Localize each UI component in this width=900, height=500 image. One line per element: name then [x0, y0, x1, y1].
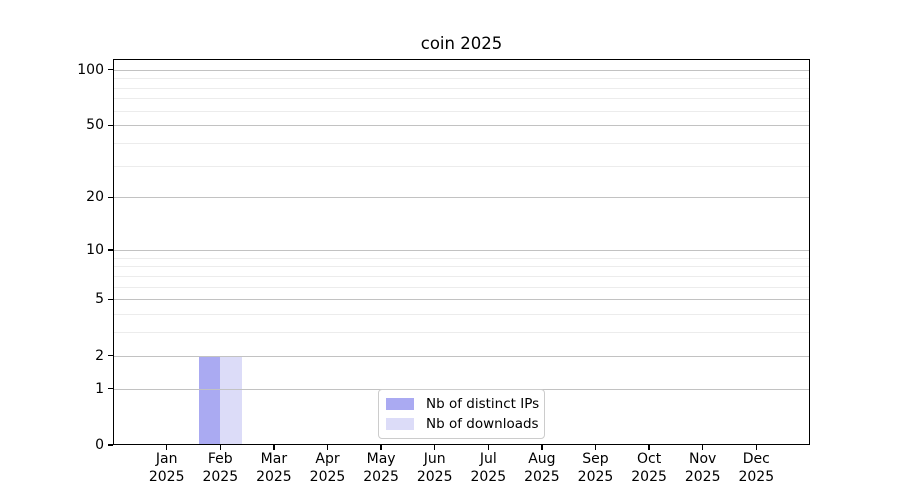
x-tick: [487, 445, 489, 450]
y-tick-label: 2: [95, 347, 104, 364]
x-tick-month: Apr: [315, 451, 340, 467]
legend: Nb of distinct IPs Nb of downloads: [378, 389, 545, 439]
x-tick: [648, 445, 650, 450]
y-tick: [108, 124, 113, 127]
y-tick-label: 10: [86, 242, 104, 259]
y-gridline-minor: [113, 275, 810, 277]
x-tick-month: Aug: [528, 451, 556, 467]
legend-swatch: [386, 398, 414, 410]
y-gridline-major: [113, 299, 810, 301]
x-tick-year: 2025: [148, 468, 185, 485]
x-tick-year: 2025: [256, 468, 292, 485]
x-tick-label: Jun 2025: [395, 451, 475, 486]
y-gridline-minor: [113, 98, 810, 100]
legend-label: Nb of distinct IPs: [426, 396, 540, 412]
bar-distinct-ips: [198, 355, 221, 445]
x-tick-label: Oct 2025: [609, 451, 689, 486]
legend-label: Nb of downloads: [426, 416, 539, 432]
x-tick: [380, 445, 382, 450]
y-gridline-minor: [113, 78, 810, 80]
x-tick-label: Nov 2025: [663, 451, 743, 486]
x-tick-month: Feb: [207, 451, 233, 467]
x-tick-label: Jan 2025: [127, 451, 207, 486]
y-tick: [108, 69, 113, 71]
x-tick: [219, 445, 221, 450]
x-tick-label: May 2025: [341, 451, 421, 486]
y-tick: [108, 249, 113, 251]
x-tick-month: Nov: [689, 451, 717, 467]
y-tick: [108, 388, 113, 390]
y-gridline-minor: [113, 266, 810, 268]
x-tick-year: 2025: [202, 468, 239, 485]
legend-item: Nb of distinct IPs: [386, 394, 540, 414]
x-tick-label: Feb 2025: [180, 451, 260, 486]
y-gridline-major: [113, 197, 810, 199]
x-tick-year: 2025: [470, 468, 507, 485]
y-gridline-minor: [113, 314, 810, 316]
x-tick-month: Jun: [423, 451, 446, 467]
y-gridline-major: [113, 250, 810, 252]
x-tick-year: 2025: [309, 468, 346, 485]
x-tick-month: Oct: [636, 451, 662, 467]
y-gridline-minor: [113, 143, 810, 145]
x-tick-month: Dec: [742, 451, 770, 467]
y-tick-label: 50: [86, 117, 104, 134]
x-tick-year: 2025: [684, 468, 721, 485]
x-tick-year: 2025: [416, 468, 453, 485]
y-gridline-major: [113, 355, 810, 357]
x-tick-month: Mar: [260, 451, 288, 467]
y-tick: [108, 355, 113, 357]
x-tick: [594, 445, 597, 450]
y-tick-label: 100: [77, 61, 104, 78]
y-gridline-minor: [113, 286, 810, 288]
y-tick: [108, 196, 113, 199]
y-gridline-minor: [113, 165, 810, 167]
x-tick-month: Sep: [582, 451, 609, 467]
x-tick-month: Jan: [155, 451, 178, 467]
x-tick: [326, 445, 329, 450]
x-tick: [273, 445, 275, 450]
y-gridline-major: [113, 125, 810, 127]
x-tick-year: 2025: [738, 468, 775, 485]
x-tick: [434, 445, 436, 450]
x-tick-year: 2025: [577, 468, 614, 485]
x-tick: [166, 445, 168, 450]
x-tick-label: Mar 2025: [234, 451, 314, 486]
x-tick-label: Dec 2025: [716, 451, 796, 486]
chart-title: coin 2025: [420, 34, 503, 53]
y-tick-label: 20: [86, 189, 104, 206]
y-gridline-minor: [113, 110, 810, 112]
legend-swatch: [386, 418, 414, 430]
y-tick: [108, 298, 113, 301]
y-tick-label: 5: [95, 291, 104, 308]
bar-downloads: [220, 355, 242, 445]
x-tick-label: Apr 2025: [288, 451, 368, 486]
x-tick-month: May: [366, 451, 396, 467]
x-tick-year: 2025: [524, 468, 560, 485]
x-tick: [702, 445, 704, 450]
x-tick-month: Jul: [479, 451, 497, 467]
x-tick-label: Jul 2025: [448, 451, 528, 486]
x-tick: [541, 445, 543, 450]
legend-item: Nb of downloads: [386, 414, 539, 434]
y-tick-label: 0: [95, 437, 104, 453]
x-tick-year: 2025: [631, 468, 667, 485]
y-gridline-major: [113, 69, 810, 71]
y-gridline-minor: [113, 332, 810, 334]
y-gridline-minor: [113, 87, 810, 89]
x-tick-label: Aug 2025: [502, 451, 582, 486]
y-tick: [108, 444, 113, 446]
x-tick-label: Sep 2025: [556, 451, 636, 486]
y-tick-label: 1: [95, 380, 104, 397]
y-gridline-minor: [113, 257, 810, 259]
x-tick: [755, 445, 757, 450]
x-tick-year: 2025: [363, 468, 399, 485]
